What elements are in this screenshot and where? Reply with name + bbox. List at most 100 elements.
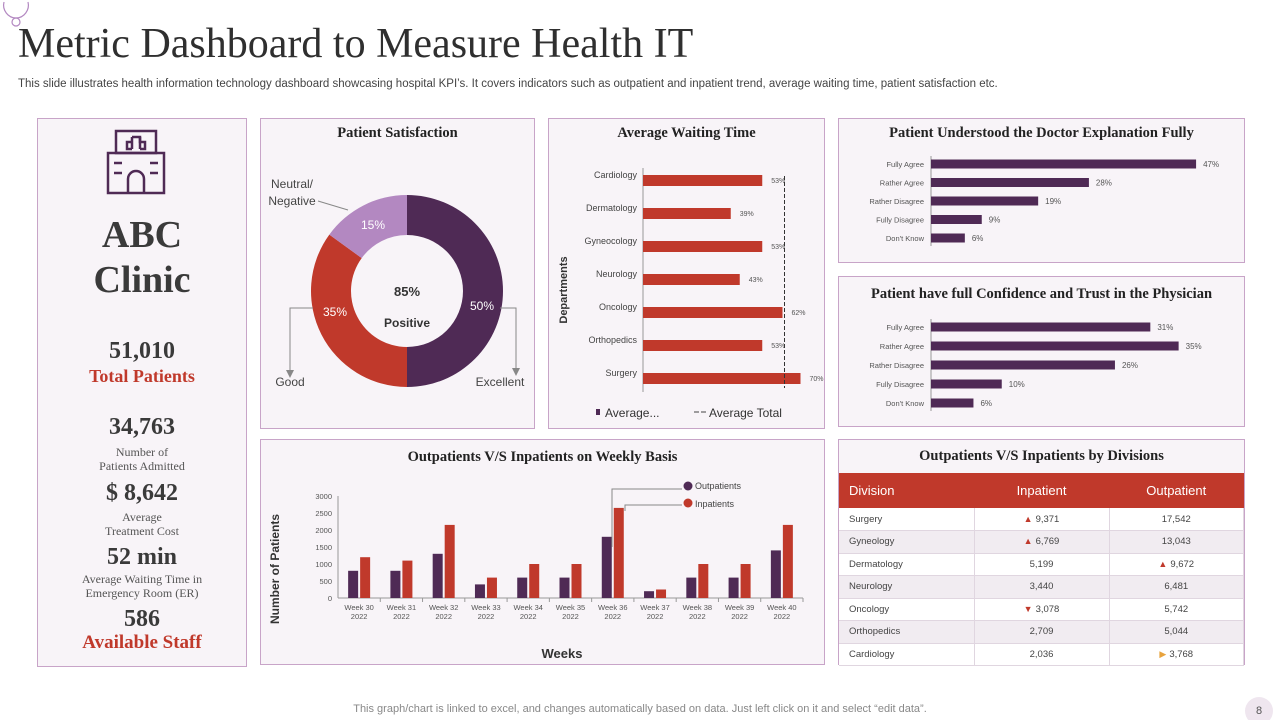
weekly-xtick-week: Week 33 [471, 603, 500, 612]
waiting-value-label: 53% [771, 343, 785, 350]
waiting-category-label: Orthopedics [588, 335, 637, 345]
waiting-value-label: 62% [792, 310, 806, 317]
inpatient-cell-text: 6,769 [1035, 536, 1060, 548]
weekly-xtick-year: 2022 [647, 612, 664, 621]
confidence-bar [931, 379, 1002, 389]
footer-note: This graph/chart is linked to excel, and… [353, 703, 927, 715]
division-cell-text: Gyneology [849, 536, 895, 548]
legend-average-total: Average Total [709, 406, 782, 420]
weekly-bar-outpatients [517, 577, 528, 598]
division-cell: Gyneology [839, 530, 975, 554]
division-cell-text: Surgery [849, 513, 883, 525]
understood-bar [931, 233, 965, 243]
weekly-xtick-week: Week 37 [640, 603, 669, 612]
trend-marker: ▼ [1023, 603, 1033, 614]
weekly-bar-inpatients [613, 507, 624, 598]
weekly-bar-inpatients [486, 577, 497, 598]
donut-slice-label-excellent: 50% [470, 299, 494, 313]
waiting-category-label: Cardiology [594, 170, 638, 180]
inpatient-cell-text: 9,371 [1035, 513, 1060, 525]
weekly-bar-inpatients [740, 564, 751, 598]
understood-bar [931, 215, 982, 224]
division-cell: Orthopedics [839, 620, 975, 644]
donut-slice-label-good: 35% [323, 305, 347, 319]
weekly-bar-inpatients [656, 589, 667, 598]
waiting-value-label: 53% [771, 244, 785, 251]
weekly-bar-inpatients [402, 560, 413, 598]
donut-slice-excellent [407, 195, 503, 387]
division-cell-text: Cardiology [849, 648, 895, 660]
weekly-chart: Number of Patients Weeks 0 500 1000 1500 200… [268, 481, 804, 661]
weekly-bar-outpatients [601, 536, 612, 598]
clinic-panel [37, 118, 247, 667]
clinic-name-line2: Clinic [93, 259, 191, 301]
divisions-title: Outpatients V/S Inpatients by Divisions [919, 448, 1164, 464]
understood-category-label: Rather Agree [880, 179, 924, 188]
waiting-bar [643, 208, 731, 219]
weekly-xtick-week: Week 38 [683, 603, 712, 612]
outpatient-cell: 5,742 [1109, 598, 1244, 621]
waiting-value-label: 39% [740, 211, 754, 218]
understood-bar [931, 159, 1197, 169]
clinic-name-line1: ABC [101, 214, 183, 256]
waiting-category-label: Dermatology [586, 203, 638, 213]
weekly-ytick: 2500 [315, 509, 332, 518]
weekly-xtick-week: Week 30 [344, 603, 373, 612]
waiting-label-line2: Emergency Room (ER) [85, 586, 199, 600]
weekly-bar-inpatients [529, 564, 540, 598]
weekly-xtick-year: 2022 [435, 612, 452, 621]
weekly-bar-outpatients [348, 570, 359, 598]
division-cell-text: Neurology [849, 581, 893, 593]
confidence-bar [931, 398, 974, 408]
confidence-bar [931, 360, 1115, 370]
inpatient-cell: 2,036 [974, 643, 1110, 666]
callout-excellent: Excellent [476, 375, 525, 389]
col-inpatient: Inpatient [974, 473, 1109, 508]
waiting-bar [643, 241, 763, 252]
weekly-bar-inpatients [444, 524, 455, 598]
weekly-xtick-week: Week 32 [429, 603, 458, 612]
callout-neutral-line1: Neutral/ [271, 177, 314, 191]
confidence-value-label: 26% [1122, 361, 1138, 370]
weekly-ytick: 3000 [315, 492, 332, 501]
weekly-bar-outpatients [770, 550, 781, 598]
inpatient-cell-text: 5,199 [1029, 558, 1054, 570]
page-title: Metric Dashboard to Measure Health IT [18, 21, 694, 67]
confidence-panel: Patient have full Confidence and Trust i… [838, 276, 1245, 427]
legend-outpatients: Outpatients [695, 481, 742, 491]
division-cell-text: Orthopedics [849, 626, 901, 638]
waiting-value: 52 min [106, 544, 177, 570]
weekly-bar-inpatients [360, 557, 371, 598]
waiting-bar [643, 373, 801, 384]
table-row: Cardiology 2,036 ▶ 3,768 [839, 643, 1244, 666]
weekly-xtick-year: 2022 [774, 612, 791, 621]
outpatient-cell-text: 3,768 [1169, 648, 1194, 660]
confidence-category-label: Rather Agree [880, 342, 924, 351]
inpatient-cell-text: 3,078 [1035, 603, 1060, 615]
satisfaction-donut-chart: 85% Positive 15% 35% 50% Neutral/ Negati… [268, 177, 525, 389]
legend-average: Average... [605, 406, 659, 420]
admitted-label-line1: Number of [115, 445, 169, 459]
outpatient-cell: ▲ 9,672 [1109, 553, 1244, 576]
weekly-xtick-week: Week 40 [767, 603, 796, 612]
legend-outpatients-dot [683, 481, 693, 491]
trend-marker: ▲ [1158, 558, 1168, 569]
understood-value-label: 19% [1045, 197, 1061, 206]
weekly-panel: Outpatients V/S Inpatients on Weekly Bas… [260, 439, 825, 665]
understood-bar [931, 178, 1089, 187]
inpatient-cell-text: 2,036 [1029, 648, 1054, 660]
cost-label-line2: Treatment Cost [105, 524, 179, 538]
staff-label: Available Staff [82, 632, 202, 653]
division-cell: Oncology [839, 598, 975, 621]
weekly-ytick: 2000 [315, 526, 332, 535]
waiting-bar [643, 274, 740, 285]
understood-category-label: Fully Disagree [876, 216, 924, 225]
outpatient-cell: ▶ 3,768 [1109, 643, 1244, 666]
legend-inpatients-dot [683, 498, 693, 508]
donut-slice-neutral-negative [329, 195, 407, 259]
table-row: Orthopedics 2,709 5,044 [839, 620, 1244, 644]
division-cell-text: Dermatology [849, 558, 903, 570]
weekly-xtick-year: 2022 [478, 612, 495, 621]
weekly-xtick-year: 2022 [520, 612, 537, 621]
inpatient-cell: ▼ 3,078 [974, 598, 1110, 621]
